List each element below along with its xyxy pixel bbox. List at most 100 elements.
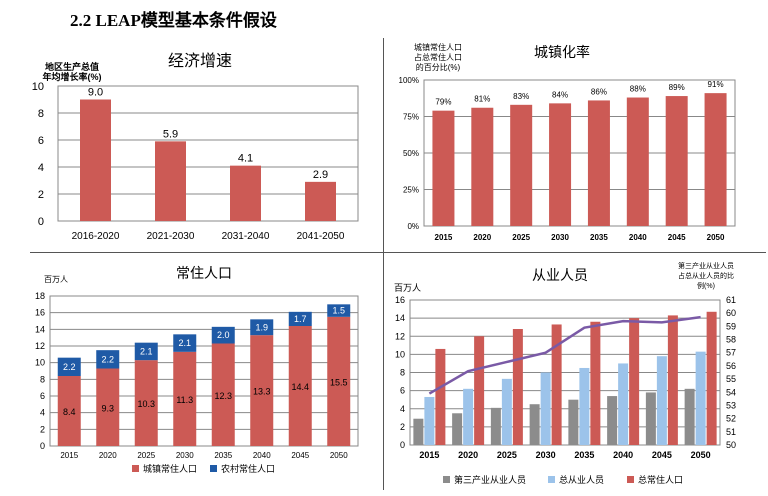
y-axis-label-line-1: 城镇常住人口 <box>414 42 462 52</box>
y-tick-label: 6 <box>38 135 44 147</box>
x-tick-label: 2035 <box>590 233 608 242</box>
bar <box>471 107 494 226</box>
bar-urban <box>250 335 274 446</box>
chart-title: 从业人员 <box>532 267 588 283</box>
bar <box>80 99 111 221</box>
x-tick-label: 2045 <box>668 233 686 242</box>
legend-label-urban: 城镇常住人口 <box>143 463 197 474</box>
y-tick-label: 75% <box>403 113 419 122</box>
y-tick-label: 10 <box>35 358 45 368</box>
y2-tick-label: 60 <box>726 308 736 318</box>
bar-total-population <box>706 311 717 445</box>
bar-total-employment <box>579 367 590 445</box>
bar-urban <box>288 326 312 446</box>
y-tick-label: 4 <box>400 404 405 414</box>
data-label: 9.0 <box>88 87 103 99</box>
bar-tertiary-employment <box>413 418 424 445</box>
data-label: 2.9 <box>313 169 328 181</box>
y-tick-label: 2 <box>40 424 45 434</box>
bar-urban <box>96 368 120 446</box>
legend-swatch <box>548 476 555 483</box>
bar-total-employment <box>540 372 551 445</box>
bar-rural <box>57 357 81 376</box>
y-tick-label: 25% <box>403 186 419 195</box>
data-label-rural: 1.5 <box>332 306 345 316</box>
y-tick-label: 8 <box>38 108 44 120</box>
y-axis-label: 百万人 <box>44 275 68 284</box>
bar-rural <box>134 342 158 361</box>
data-label-rural: 2.2 <box>101 354 114 364</box>
x-tick-label: 2025 <box>512 233 530 242</box>
y-tick-label: 14 <box>35 324 45 334</box>
x-tick-label: 2035 <box>214 451 232 460</box>
x-tick-label: 2021-2030 <box>147 231 195 242</box>
y-tick-label: 0% <box>407 222 419 231</box>
x-tick-label: 2030 <box>551 233 569 242</box>
bar <box>510 104 533 226</box>
bar-total-population <box>551 324 562 445</box>
x-tick-label: 2050 <box>330 451 348 460</box>
y-axis-label: 百万人 <box>394 283 421 293</box>
x-tick-label: 2030 <box>176 451 194 460</box>
data-label-urban: 8.4 <box>63 407 76 417</box>
y-tick-label: 0 <box>40 441 45 451</box>
data-label-urban: 11.3 <box>176 395 193 405</box>
bar-rural <box>173 334 197 352</box>
bar-total-population <box>667 315 678 445</box>
data-label-rural: 1.7 <box>294 314 307 324</box>
data-label-urban: 9.3 <box>101 403 114 413</box>
bar-rural <box>211 326 235 344</box>
legend-label: 总常住人口 <box>638 474 683 485</box>
bar-tertiary-employment <box>568 399 579 445</box>
y2-tick-label: 51 <box>726 427 736 437</box>
y-tick-label: 4 <box>38 162 44 174</box>
bar-total-population <box>590 321 601 445</box>
data-label-urban: 12.3 <box>214 391 232 401</box>
y-tick-label: 2 <box>400 422 405 432</box>
data-label-urban: 15.5 <box>330 377 348 387</box>
y-tick-label: 6 <box>40 391 45 401</box>
bar-tertiary-employment <box>607 396 618 445</box>
y-tick-label: 8 <box>40 374 45 384</box>
bar <box>230 165 261 221</box>
y-tick-label: 16 <box>395 295 405 305</box>
y2-tick-label: 50 <box>726 440 736 450</box>
bar-tertiary-employment <box>645 392 656 445</box>
x-tick-label: 2020 <box>473 233 491 242</box>
bar-total-employment <box>424 396 435 445</box>
data-label: 81% <box>474 95 490 104</box>
bar <box>626 97 649 227</box>
page-title: 2.2 LEAP模型基本条件假设 <box>70 11 277 30</box>
y-axis-label-line-1: 地区生产总值 <box>45 61 99 72</box>
vertical-divider <box>383 38 384 490</box>
y-tick-label: 10 <box>395 349 405 359</box>
bar <box>665 96 688 226</box>
y-axis-label-line-3: 的百分比(%) <box>416 62 461 72</box>
bar <box>432 110 455 226</box>
data-label-urban: 10.3 <box>137 399 155 409</box>
x-tick-label: 2025 <box>497 450 517 460</box>
y2-tick-label: 61 <box>726 295 736 305</box>
x-tick-label: 2020 <box>99 451 117 460</box>
legend-label: 总从业人员 <box>559 474 604 485</box>
x-tick-label: 2050 <box>691 450 711 460</box>
bar-rural <box>327 304 351 317</box>
bar <box>155 141 186 221</box>
data-label: 91% <box>708 80 724 89</box>
bar-total-population <box>435 348 446 445</box>
x-tick-label: 2016-2020 <box>72 231 120 242</box>
y2-axis-label-line-1: 第三产业从业人员 <box>678 261 734 270</box>
y2-axis-label-line-3: 例(%) <box>697 281 715 290</box>
y2-tick-label: 56 <box>726 361 736 371</box>
x-tick-label: 2020 <box>458 450 478 460</box>
legend-swatch <box>627 476 634 483</box>
bar <box>549 103 572 226</box>
horizontal-divider <box>30 252 766 253</box>
data-label-rural: 2.0 <box>217 330 230 340</box>
data-label: 88% <box>630 85 646 94</box>
x-tick-label: 2045 <box>291 451 309 460</box>
legend-swatch-urban <box>132 465 139 472</box>
